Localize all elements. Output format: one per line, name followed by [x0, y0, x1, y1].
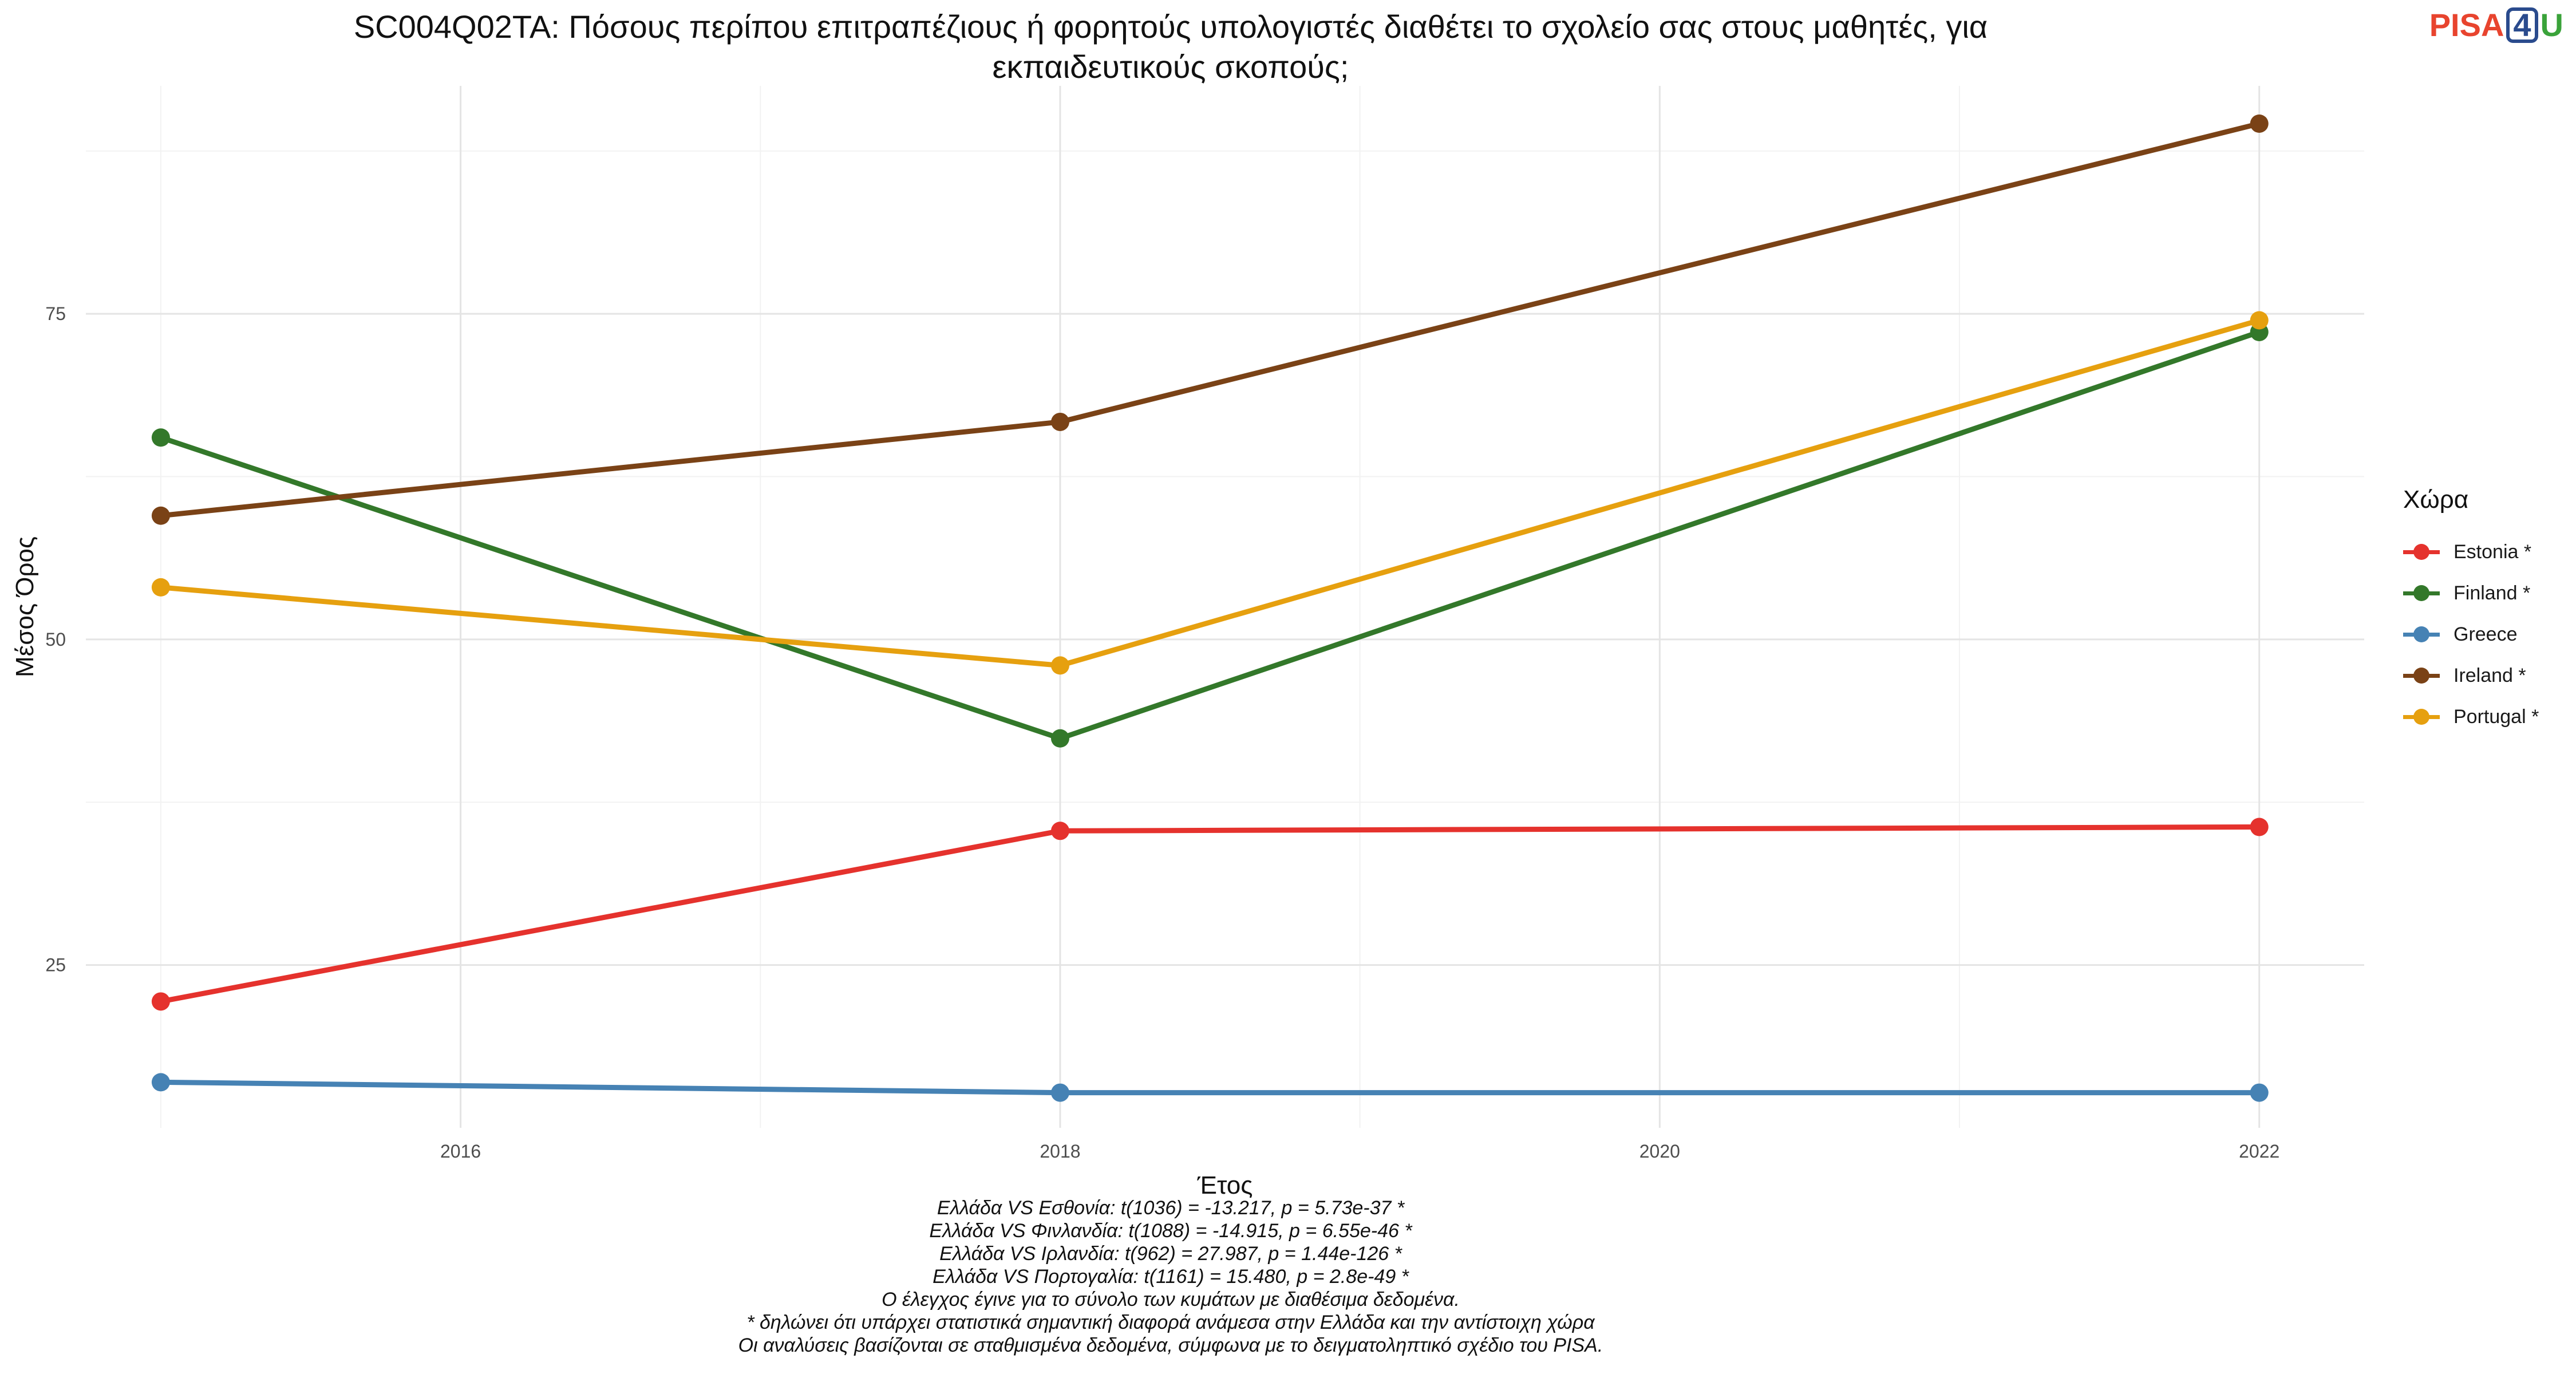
legend-swatch-dot — [2413, 668, 2429, 684]
data-point — [1050, 656, 1069, 675]
data-point — [1050, 412, 1069, 431]
data-point — [2250, 1083, 2269, 1102]
series-line — [160, 121, 2260, 519]
legend-items: Estonia * Finland * Greece Ireland * Portuga… — [2403, 531, 2539, 737]
legend-swatch — [2403, 705, 2440, 728]
data-point — [2250, 311, 2269, 330]
chart-title-line-1: SC004Q02TA: Πόσους περίπου επιτραπέζιους… — [353, 9, 1988, 45]
data-point — [2250, 114, 2269, 133]
data-point — [2250, 818, 2269, 836]
data-point — [151, 1073, 170, 1092]
series-line — [160, 824, 2259, 1004]
legend-item: Greece — [2403, 614, 2539, 655]
legend-swatch — [2403, 540, 2440, 563]
legend-swatch — [2403, 664, 2440, 687]
footnote-line: * δηλώνει ότι υπάρχει στατιστικά σημαντι… — [746, 1312, 1595, 1333]
legend-item: Estonia * — [2403, 531, 2539, 572]
legend: Χώρα Estonia * Finland * Greece Ireland * Po… — [2403, 485, 2539, 737]
footnote-line: Ο έλεγχος έγινε για το σύνολο των κυμάτω… — [882, 1289, 1460, 1310]
footnote-line: Ελλάδα VS Εσθονία: t(1036) = -13.217, p … — [937, 1197, 1405, 1219]
legend-item: Finland * — [2403, 572, 2539, 614]
footnote-line: Οι αναλύσεις βασίζονται σε σταθμισμένα δ… — [738, 1334, 1603, 1356]
legend-swatch-dot — [2413, 544, 2429, 560]
y-axis-title: Μέσος Όρος — [11, 536, 39, 677]
legend-swatch-dot — [2413, 709, 2429, 725]
chart-title: SC004Q02TA: Πόσους περίπου επιτραπέζιους… — [0, 7, 2341, 87]
data-point — [151, 578, 170, 597]
x-tick-label: 2018 — [1040, 1141, 1080, 1162]
data-point — [151, 428, 170, 447]
pisa4u-logo: PISA 4 U — [2429, 7, 2563, 44]
legend-swatch-dot — [2413, 585, 2429, 601]
legend-swatch — [2403, 623, 2440, 646]
series-line — [160, 329, 2261, 741]
series-finland — [151, 322, 2269, 748]
data-point — [1050, 822, 1069, 840]
x-tick-label: 2016 — [440, 1141, 481, 1162]
data-point — [151, 506, 170, 525]
chart-title-line-2: εκπαιδευτικούς σκοπούς; — [992, 49, 1349, 85]
data-point — [151, 992, 170, 1011]
legend-swatch-dot — [2413, 626, 2429, 642]
legend-label: Greece — [2453, 623, 2518, 645]
legend-title: Χώρα — [2403, 485, 2469, 514]
footnotes: Ελλάδα VS Εσθονία: t(1036) = -13.217, p … — [0, 1197, 2341, 1357]
series-greece — [151, 1073, 2269, 1102]
y-tick-label: 25 — [45, 955, 66, 976]
footnote-line: Ελλάδα VS Ιρλανδία: t(962) = 27.987, p =… — [939, 1243, 1402, 1265]
data-point — [1050, 729, 1069, 748]
footnote-line: Ελλάδα VS Πορτογαλία: t(1161) = 15.480, … — [933, 1266, 1409, 1288]
x-tick-label: 2022 — [2239, 1141, 2279, 1162]
legend-label: Ireland * — [2453, 664, 2526, 686]
logo-text-4: 4 — [2506, 7, 2538, 43]
series-line — [160, 1079, 2259, 1096]
legend-item: Portugal * — [2403, 696, 2539, 737]
legend-label: Finland * — [2453, 582, 2531, 604]
x-axis-title: Έτος — [1197, 1171, 1253, 1199]
legend-item: Ireland * — [2403, 655, 2539, 696]
legend-label: Estonia * — [2453, 540, 2532, 563]
series-line — [160, 318, 2260, 668]
series-ireland — [151, 114, 2269, 525]
y-tick-label: 75 — [45, 303, 66, 324]
legend-swatch — [2403, 582, 2440, 605]
footnote-line: Ελλάδα VS Φινλανδία: t(1088) = -14.915, … — [929, 1220, 1412, 1242]
x-tick-label: 2020 — [1639, 1141, 1680, 1162]
logo-text-u: U — [2540, 7, 2563, 43]
series-portugal — [151, 311, 2269, 675]
series-estonia — [151, 818, 2269, 1011]
data-point — [1050, 1083, 1069, 1102]
logo-text-pisa: PISA — [2429, 7, 2504, 43]
y-tick-label: 50 — [45, 629, 66, 650]
legend-label: Portugal * — [2453, 705, 2539, 728]
